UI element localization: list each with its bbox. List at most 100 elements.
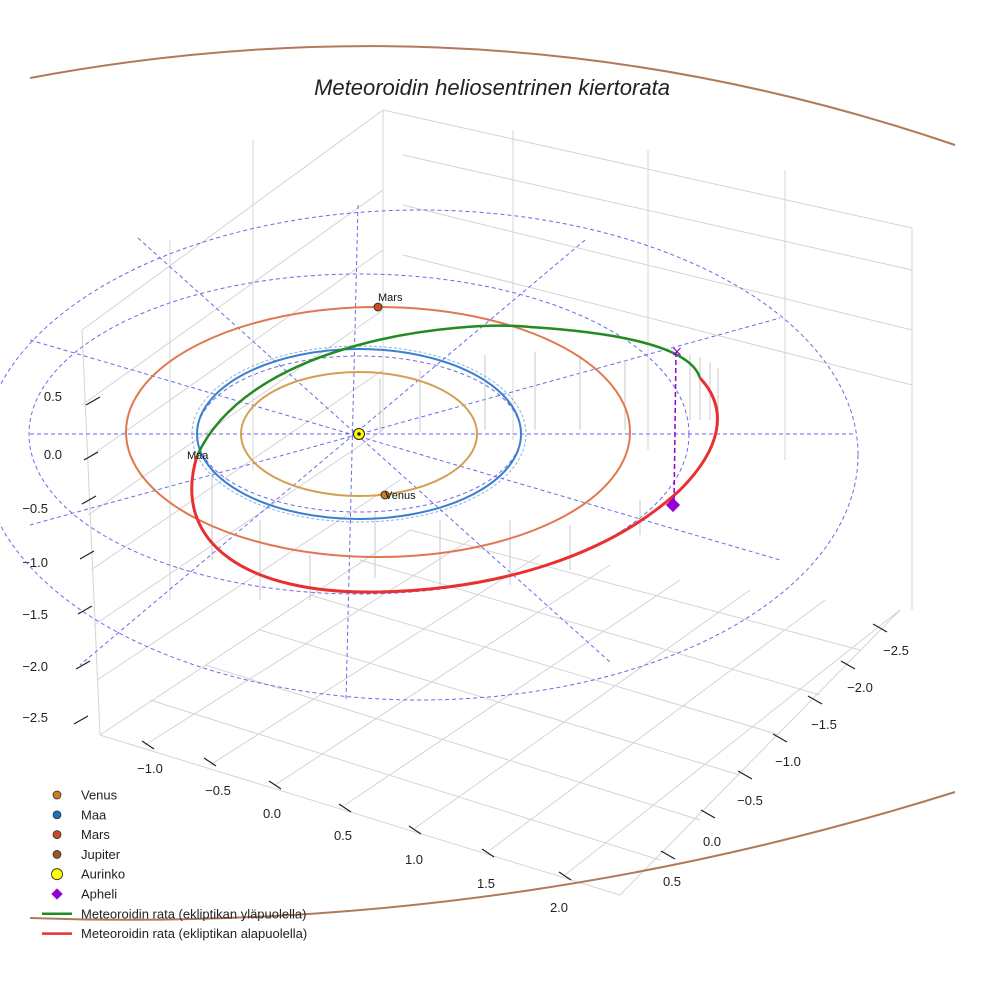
legend-item: Meteoroidin rata (ekliptikan alapuolella…: [42, 926, 307, 941]
z-tick-mark: [81, 495, 97, 505]
y-tick-mark: [840, 660, 856, 670]
z-tick-label: 0.0: [44, 447, 62, 462]
z-tick-mark: [79, 550, 95, 560]
z-tick-label: −1.5: [22, 607, 48, 622]
maa-label: Maa: [187, 450, 209, 462]
grid-line: [84, 249, 384, 461]
y-tick-label: 0.0: [703, 834, 721, 849]
x-tick-label: 0.0: [263, 806, 281, 821]
x-tick-mark: [141, 740, 155, 750]
legend-marker: [51, 888, 63, 900]
legend: Venus Maa Mars Jupiter Aurinko Apheli Meteoroi…: [42, 788, 307, 941]
x-tick-label: −0.5: [205, 783, 231, 798]
x-tick-label: 1.0: [405, 852, 423, 867]
legend-label: Meteoroidin rata (ekliptikan alapuolella…: [81, 926, 307, 941]
reference-axis: [345, 204, 359, 701]
chart-title: Meteoroidin heliosentrinen kiertorata: [314, 75, 670, 100]
legend-marker: [52, 830, 62, 839]
y-tick-mark: [737, 770, 753, 780]
meteoroid-orbit-below: [190, 376, 719, 594]
grid-line: [144, 539, 471, 746]
mars-orbit: [125, 306, 631, 558]
x-tick-mark: [338, 803, 352, 813]
legend-marker: [52, 850, 62, 859]
z-tick-mark: [75, 660, 91, 670]
legend-label: Mars: [81, 827, 110, 842]
legend-marker: [52, 790, 62, 800]
grid-line: [564, 609, 901, 876]
legend-item: Jupiter: [52, 847, 121, 862]
grid-line: [90, 369, 384, 571]
jupiter-orbit: [29, 791, 956, 921]
x-tick-label: −1.0: [137, 761, 163, 776]
grid-line: [99, 529, 411, 736]
venus-label: Venus: [385, 490, 416, 502]
y-tick-label: −1.5: [811, 717, 837, 732]
x-tick-mark: [203, 757, 217, 767]
grid-line: [99, 734, 621, 896]
venus-marker: [380, 490, 390, 500]
jupiter-orbit: [29, 45, 956, 146]
grid-line: [274, 564, 611, 786]
grid-line: [309, 594, 781, 736]
aphelion-marker: [665, 497, 681, 513]
x-tick-label: 1.5: [477, 876, 495, 891]
legend-label: Apheli: [81, 887, 117, 902]
legend-marker: [51, 868, 63, 881]
reference-circle: [0, 209, 859, 701]
grid-line: [344, 579, 681, 806]
maa-orbit: [191, 345, 527, 523]
reference-axis: [29, 339, 781, 561]
reference-axis: [79, 239, 586, 666]
venus-orbit: [240, 371, 478, 497]
legend-label: Maa: [81, 807, 107, 822]
aphelion-x-marker: ×: [671, 344, 683, 360]
legend-item: Meteoroidin rata (ekliptikan yläpuolella…: [42, 906, 306, 921]
legend-label: Meteoroidin rata (ekliptikan yläpuolella…: [81, 906, 306, 921]
grid-line: [204, 664, 701, 821]
z-tick-label: −0.5: [22, 501, 48, 516]
legend-item: Mars: [52, 827, 110, 842]
y-tick-label: −2.0: [847, 680, 873, 695]
x-tick-label: 0.5: [334, 828, 352, 843]
grid-line: [259, 629, 741, 776]
mars-label: Mars: [378, 292, 403, 304]
z-tick-mark: [83, 451, 99, 461]
legend-item: Maa: [52, 807, 107, 822]
sun-center: [357, 432, 361, 436]
z-tick-label: 0.5: [44, 389, 62, 404]
maa-orbit: [196, 348, 522, 520]
y-tick-mark: [772, 733, 788, 743]
aphelion-projection: [673, 351, 677, 506]
grid-line: [414, 589, 751, 829]
grid-line: [149, 699, 661, 861]
legend-label: Jupiter: [81, 847, 121, 862]
x-tick-label: 2.0: [550, 900, 568, 915]
y-tick-mark: [807, 695, 823, 705]
y-tick-label: 0.5: [663, 874, 681, 889]
drop-lines: [211, 352, 719, 600]
y-tick-mark: [660, 850, 676, 860]
x-tick-mark: [408, 825, 422, 835]
z-tick-label: −2.0: [22, 659, 48, 674]
legend-item: Aurinko: [51, 867, 125, 882]
reference-axis: [137, 237, 611, 663]
y-tick-mark: [700, 809, 716, 819]
grid-line: [359, 559, 821, 696]
mars-marker: [373, 302, 383, 312]
legend-item: Apheli: [51, 887, 117, 902]
grid-line: [209, 554, 541, 766]
grid-line: [81, 329, 101, 736]
axes-grid: [81, 109, 913, 896]
y-tick-mark: [872, 623, 888, 633]
x-tick-mark: [268, 780, 282, 790]
legend-label: Aurinko: [81, 867, 125, 882]
axis-ticks: 0.5 0.0 −0.5 −1.0 −1.5 −2.0 −2.5 −1.0 −0.5 0.0 0.5…: [22, 389, 909, 915]
legend-item: Venus: [52, 788, 118, 803]
grid-line: [81, 189, 384, 406]
y-tick-label: −1.0: [775, 754, 801, 769]
z-tick-mark: [73, 715, 89, 725]
grid-line: [402, 254, 913, 386]
y-tick-label: −0.5: [737, 793, 763, 808]
